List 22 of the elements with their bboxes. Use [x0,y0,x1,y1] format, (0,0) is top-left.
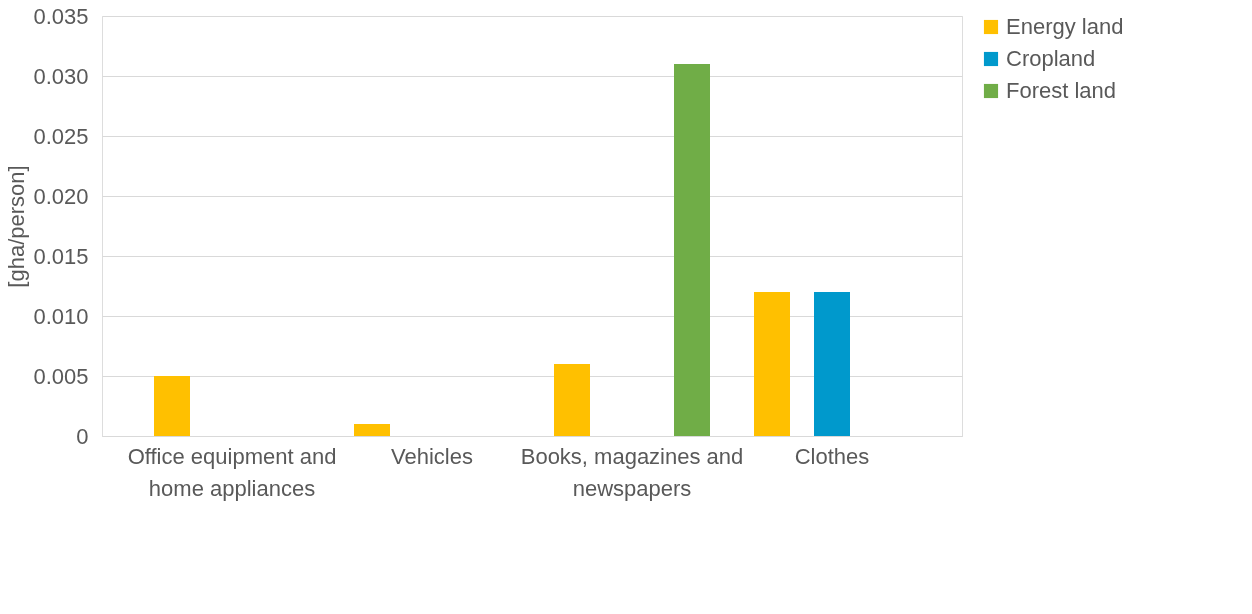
y-tick-label: 0.025 [33,123,89,149]
legend-label: Cropland [1006,46,1096,71]
y-tick-label: 0 [76,423,89,449]
bar [354,424,390,436]
y-tick-label: 0.030 [33,63,89,89]
legend-label: Energy land [1006,14,1124,39]
bar [814,292,850,436]
bar [554,364,590,436]
legend-label: Forest land [1006,78,1117,103]
x-tick-label: Clothes [794,443,870,469]
y-axis-title: [gha/person] [4,165,30,288]
y-tick-label: 0.010 [33,303,89,329]
bar [754,292,790,436]
x-tick-label: Office equipment and home appliances [127,443,337,501]
bar [674,64,710,436]
y-tick-label: 0.020 [33,183,89,209]
y-tick-label: 0.015 [33,243,89,269]
bar [154,376,190,436]
y-tick-label: 0.005 [33,363,89,389]
x-tick-label: Vehicles [391,443,473,469]
x-tick-label: Books, magazines and newspapers [520,443,744,501]
y-tick-label: 0.035 [33,3,89,29]
